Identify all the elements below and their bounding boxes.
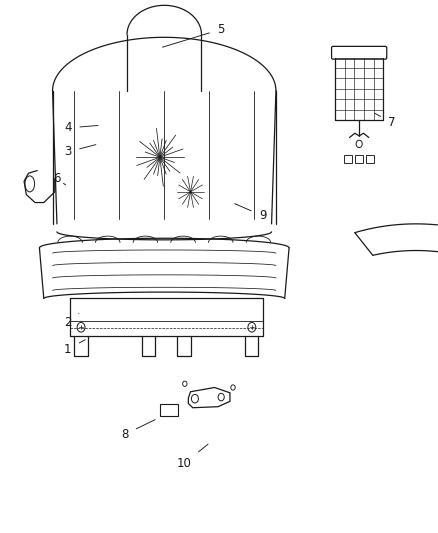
Text: 5: 5 (162, 23, 225, 47)
Text: 6: 6 (53, 172, 66, 185)
Text: 8: 8 (121, 419, 155, 441)
Text: 3: 3 (64, 144, 96, 158)
Text: 9: 9 (235, 204, 267, 222)
Text: 1: 1 (64, 340, 85, 356)
Text: 7: 7 (375, 113, 396, 129)
Text: 2: 2 (64, 313, 79, 329)
Text: 4: 4 (64, 122, 98, 134)
Text: 10: 10 (177, 444, 208, 470)
